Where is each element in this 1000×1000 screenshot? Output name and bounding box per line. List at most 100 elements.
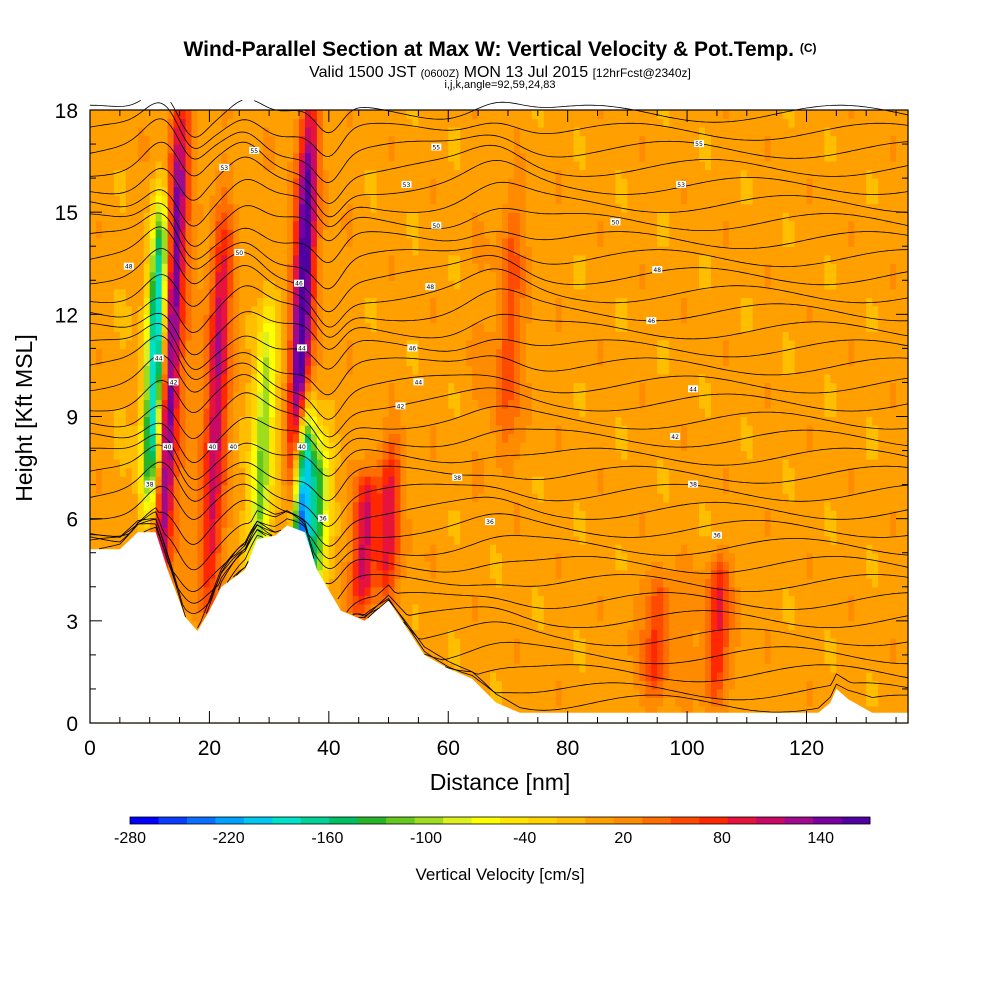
field-cell (167, 484, 175, 494)
field-cell (340, 450, 348, 460)
field-cell (191, 305, 199, 315)
field-cell (137, 399, 145, 409)
field-cell (496, 697, 503, 707)
field-cell (448, 314, 455, 324)
field-cell (490, 297, 497, 307)
field-cell (358, 603, 366, 613)
field-cell (239, 365, 246, 375)
field-cell (370, 365, 378, 375)
field-cell (418, 390, 425, 401)
field-cell (454, 178, 461, 188)
field-cell (107, 535, 115, 545)
field-cell (304, 501, 312, 511)
field-cell (304, 416, 312, 426)
field-cell (472, 144, 479, 154)
field-cell (90, 425, 97, 435)
field-cell (119, 450, 127, 460)
field-cell (298, 314, 306, 324)
field-cell (358, 280, 366, 290)
field-cell (298, 518, 306, 528)
field-cell (287, 305, 294, 315)
field-cell (149, 365, 157, 375)
field-cell (394, 365, 402, 375)
field-cell (406, 135, 414, 145)
field-cell (478, 246, 485, 256)
field-cell (215, 382, 222, 392)
field-cell (340, 535, 348, 545)
field-cell (370, 373, 378, 384)
field-cell (358, 416, 366, 426)
field-cell (436, 382, 443, 392)
field-cell (185, 203, 193, 213)
field-cell (418, 561, 425, 571)
field-cell (382, 229, 390, 239)
field-cell (370, 459, 378, 469)
field-cell (131, 246, 139, 256)
field-cell (406, 356, 414, 367)
field-cell (257, 484, 264, 494)
field-cell (185, 399, 193, 409)
field-cell (155, 246, 163, 256)
field-cell (406, 510, 414, 520)
field-cell (95, 493, 103, 503)
field-cell (316, 450, 324, 460)
field-cell (107, 407, 115, 418)
field-cell (358, 518, 366, 528)
field-cell (293, 390, 300, 401)
field-cell (90, 433, 97, 443)
field-cell (496, 127, 503, 137)
field-cell (472, 552, 479, 562)
field-cell (197, 390, 205, 401)
field-cell (209, 212, 216, 222)
field-cell (472, 544, 479, 554)
field-cell (322, 271, 330, 281)
field-cell (107, 263, 115, 273)
field-cell (388, 246, 396, 256)
field-cell (107, 331, 115, 341)
field-cell (412, 314, 419, 324)
field-cell (95, 450, 103, 460)
field-cell (179, 118, 187, 128)
field-cell (221, 552, 228, 562)
field-cell (143, 144, 151, 154)
field-cell (125, 322, 133, 332)
field-cell (490, 246, 497, 256)
field-cell (95, 246, 103, 256)
field-cell (334, 527, 342, 537)
field-cell (496, 152, 503, 162)
field-cell (251, 169, 258, 179)
field-cell (304, 237, 312, 247)
field-cell (388, 305, 396, 315)
field-cell (346, 271, 354, 281)
field-cell (436, 637, 443, 647)
field-cell (382, 365, 390, 375)
field-cell (436, 552, 443, 562)
field-cell (484, 169, 491, 179)
field-cell (436, 544, 443, 554)
field-cell (119, 382, 127, 392)
field-cell (406, 118, 414, 128)
field-cell (287, 459, 294, 469)
field-cell (412, 578, 419, 588)
field-cell (394, 186, 402, 196)
field-cell (287, 416, 294, 426)
field-cell (376, 433, 384, 443)
field-cell (185, 544, 193, 554)
field-cell (125, 365, 133, 375)
field-cell (227, 356, 234, 367)
field-cell (496, 654, 503, 664)
field-cell (275, 407, 282, 418)
field-cell (257, 186, 264, 196)
field-cell (275, 322, 282, 332)
field-cell (90, 442, 97, 452)
field-cell (119, 467, 127, 477)
field-cell (245, 203, 252, 213)
field-cell (334, 271, 342, 281)
field-cell (298, 467, 306, 477)
field-cell (95, 425, 103, 435)
field-cell (95, 152, 103, 162)
field-cell (382, 416, 390, 426)
field-cell (460, 654, 467, 664)
field-cell (364, 595, 372, 605)
field-cell (484, 484, 491, 494)
